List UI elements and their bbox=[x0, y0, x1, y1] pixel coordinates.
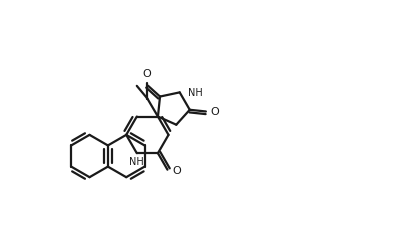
Text: O: O bbox=[173, 165, 182, 175]
Text: NH: NH bbox=[188, 87, 203, 97]
Text: O: O bbox=[142, 69, 151, 79]
Text: NH: NH bbox=[129, 157, 144, 167]
Text: O: O bbox=[210, 107, 219, 117]
